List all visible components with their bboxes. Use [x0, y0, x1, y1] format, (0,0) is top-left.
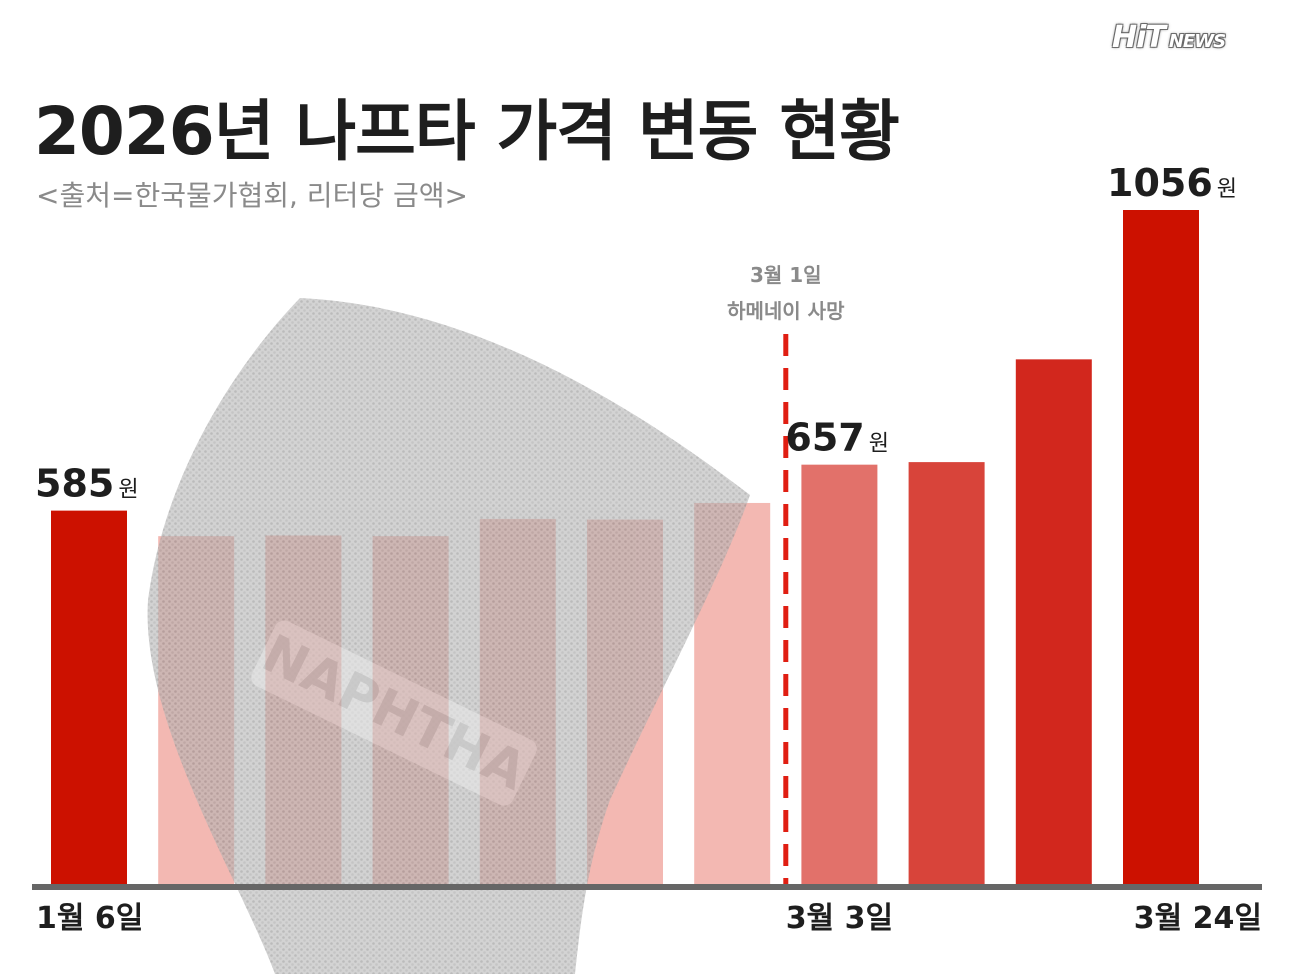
bar-8 — [801, 464, 878, 884]
bar-9 — [908, 462, 985, 884]
bar-1 — [51, 510, 127, 884]
hit-news-logo: HiT NEWS — [1112, 20, 1226, 55]
data-label-2: 657 원 — [785, 416, 889, 460]
data-label-value: 1056 — [1107, 161, 1213, 205]
data-label-1: 585 원 — [35, 462, 139, 506]
logo-sub: NEWS — [1168, 31, 1226, 52]
chart-subtitle: <출처=한국물가협회, 리터당 금액> — [36, 179, 468, 212]
data-label-unit: 원 — [1217, 177, 1237, 202]
data-label-3: 1056 원 — [1107, 161, 1237, 205]
x-tick-label-11: 3월 24일 — [1134, 901, 1262, 936]
naphtha-barrel-watermark: NAPHTHA — [147, 298, 750, 974]
data-label-unit: 원 — [118, 478, 138, 503]
data-label-value: 585 — [35, 462, 114, 506]
chart-title: 2026년 나프타 가격 변동 현황 — [34, 93, 900, 170]
data-label-value: 657 — [785, 416, 864, 460]
data-label-unit: 원 — [869, 432, 889, 457]
logo-main: HiT — [1112, 20, 1166, 55]
bar-10 — [1015, 359, 1092, 884]
annotation-event: 하메네이 사망 — [727, 299, 845, 323]
annotation-date: 3월 1일 — [750, 263, 822, 287]
x-tick-label-1: 1월 6일 — [36, 901, 143, 936]
x-tick-labels-group: 1월 6일 3월 3일 3월 24일 — [36, 901, 1262, 936]
x-tick-label-8: 3월 3일 — [786, 901, 893, 936]
bar-11 — [1123, 210, 1199, 884]
